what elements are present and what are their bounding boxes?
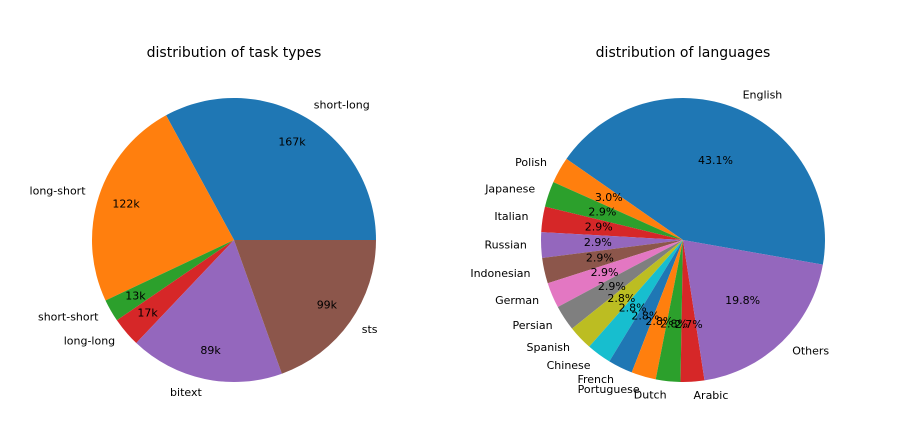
value-label-sts: 99k <box>317 298 338 311</box>
slice-french <box>609 240 683 373</box>
value-label-portuguese: 2.8% <box>645 315 673 328</box>
slice-label-italian: Italian <box>494 210 528 223</box>
slice-persian <box>557 240 683 329</box>
slice-english <box>566 98 825 265</box>
chart-title-languages: distribution of languages <box>596 45 771 61</box>
pie-task-types: short-long long-short short-short long-long… <box>30 97 378 399</box>
slice-label-bitext: bitext <box>170 386 202 399</box>
value-label-short-long: 167k <box>278 135 306 148</box>
value-label-russian: 2.9% <box>584 236 612 249</box>
slice-label-sts: sts <box>362 323 378 336</box>
slice-label-long-long: long-long <box>64 334 115 347</box>
pie-languages: English Polish Japanese Italian Russian Indon… <box>470 89 829 402</box>
slice-label-short-long: short-long <box>314 99 370 112</box>
slice-bitext <box>136 240 282 383</box>
value-label-dutch: 2.8% <box>660 318 688 331</box>
slice-portuguese <box>631 240 683 380</box>
value-label-others: 19.8% <box>725 294 760 307</box>
slice-polish <box>553 158 683 240</box>
value-label-french: 2.8% <box>631 309 659 322</box>
value-label-persian: 2.9% <box>598 280 626 293</box>
value-label-japanese: 2.9% <box>588 206 616 219</box>
value-label-long-long: 17k <box>137 307 158 320</box>
slice-label-indonesian: Indonesian <box>470 267 530 280</box>
slice-german <box>547 240 683 308</box>
value-label-bitext: 89k <box>200 344 221 357</box>
chart-title-task-types: distribution of task types <box>147 45 322 61</box>
slice-label-spanish: Spanish <box>527 341 570 354</box>
slice-sts <box>234 240 376 374</box>
slice-label-others: Others <box>792 345 829 358</box>
slice-russian <box>541 232 683 258</box>
slice-others <box>683 240 823 381</box>
slice-label-english: English <box>743 89 783 102</box>
slice-label-german: German <box>495 294 539 307</box>
value-label-arabic: 2.7% <box>675 318 703 331</box>
slice-label-long-short: long-short <box>30 184 87 197</box>
value-label-polish: 3.0% <box>595 191 623 204</box>
slice-spanish <box>572 240 683 347</box>
slice-italian <box>541 206 683 240</box>
slice-label-french: French <box>577 373 614 386</box>
slice-short-short <box>105 240 235 321</box>
slice-chinese <box>589 240 683 362</box>
slice-label-persian: Persian <box>513 319 553 332</box>
value-label-english: 43.1% <box>698 154 733 167</box>
value-label-german: 2.9% <box>591 266 619 279</box>
slice-short-long <box>166 97 376 240</box>
value-label-short-short: 13k <box>125 289 146 302</box>
slice-long-long <box>116 240 234 344</box>
slice-indonesian <box>542 240 683 284</box>
value-label-chinese: 2.8% <box>619 302 647 315</box>
slice-label-chinese: Chinese <box>547 359 591 372</box>
slice-label-japanese: Japanese <box>484 183 535 196</box>
value-label-spanish: 2.8% <box>607 292 635 305</box>
value-label-italian: 2.9% <box>585 221 613 234</box>
slice-label-portuguese: Portuguese <box>578 383 640 396</box>
slice-arabic <box>680 240 705 383</box>
slice-long-short <box>91 115 235 301</box>
slice-label-russian: Russian <box>485 239 527 252</box>
slice-dutch <box>655 240 683 382</box>
value-label-indonesian: 2.9% <box>586 251 614 264</box>
slice-label-dutch: Dutch <box>634 388 667 401</box>
slice-japanese <box>544 182 683 240</box>
slice-label-arabic: Arabic <box>694 389 729 402</box>
slice-label-polish: Polish <box>515 156 547 169</box>
slice-label-short-short: short-short <box>38 311 99 324</box>
value-label-long-short: 122k <box>112 198 140 211</box>
